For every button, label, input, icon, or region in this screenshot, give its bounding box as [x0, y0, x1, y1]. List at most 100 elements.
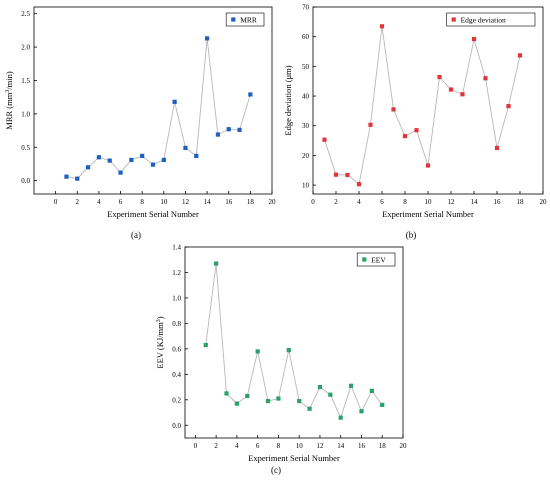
y-tick-label: 20: [302, 152, 310, 160]
data-point: [297, 398, 302, 404]
y-tick-label: 30: [302, 122, 310, 130]
data-point: [107, 158, 112, 163]
data-point: [237, 127, 242, 132]
legend-box: [356, 252, 396, 267]
data-point: [359, 409, 364, 414]
plot-frame: [184, 246, 404, 439]
data-point: [437, 74, 442, 80]
legend: Edge deviation: [446, 12, 536, 27]
y-tick-label: 50: [302, 63, 310, 71]
x-axis-label: Experiment Serial Number: [248, 453, 340, 463]
y-axis-label: MRR (mm3/min): [4, 71, 14, 130]
data-point: [517, 53, 523, 58]
data-point: [286, 348, 291, 353]
data-point: [483, 76, 488, 81]
y-tick-label: 1.5: [21, 77, 30, 85]
legend-box: [225, 12, 265, 27]
data-point: [234, 401, 240, 406]
x-tick-label: 18: [247, 198, 255, 206]
data-point: [494, 145, 500, 151]
panel-label: (b): [406, 230, 417, 240]
chart-panel-3: 0 2 4 6 8 10 12 14 16 18 20 0.0 0.2 0.4 0.6 0.8 1.0 1.2 1.…: [155, 244, 407, 476]
x-tick-label: 10: [296, 442, 304, 450]
data-point: [224, 391, 229, 396]
y-tick-label: 40: [302, 93, 310, 101]
data-point: [322, 137, 327, 142]
data-point: [85, 165, 91, 170]
series-line: [66, 38, 251, 180]
x-tick-label: 6: [380, 198, 384, 206]
x-tick-label: 6: [256, 442, 260, 450]
data-point: [203, 342, 208, 348]
x-axis-label: Experiment Serial Number: [382, 209, 474, 219]
legend-label: EEV: [371, 255, 386, 264]
legend-marker: [362, 257, 367, 262]
data-point: [333, 172, 339, 177]
x-tick-label: 2: [334, 198, 338, 206]
x-tick-label: 2: [214, 442, 218, 450]
data-point: [307, 406, 312, 411]
data-point: [368, 122, 373, 127]
series-line: [324, 26, 521, 186]
data-point: [75, 176, 80, 181]
y-tick-label: 1.0: [172, 294, 181, 302]
data-point: [129, 157, 134, 163]
data-point: [414, 128, 419, 133]
data-point: [118, 170, 123, 175]
y-tick-label: 0.0: [21, 177, 30, 185]
legend-label: Edge deviation: [461, 15, 506, 24]
data-point: [214, 261, 219, 266]
data-point: [194, 153, 199, 159]
data-point: [425, 163, 431, 168]
x-tick-label: 12: [182, 198, 190, 206]
y-tick-label: 10: [302, 182, 310, 190]
x-tick-label: 0: [311, 198, 315, 206]
y-tick-label: 1.4: [172, 244, 181, 252]
y-tick-label: 70: [302, 4, 310, 12]
plot-frame: [33, 6, 273, 195]
x-tick-label: 4: [235, 442, 239, 450]
data-point: [183, 145, 188, 151]
x-tick-label: 20: [540, 198, 548, 206]
chart-panel-2: 0 2 4 6 8 10 12 14 16 18 20 10 20 30 40 50 60 70 Experimen…: [283, 4, 547, 241]
x-tick-label: 10: [425, 198, 433, 206]
data-point: [161, 157, 166, 163]
x-tick-label: 6: [119, 198, 123, 206]
legend-marker: [231, 17, 236, 22]
y-tick-label: 0.6: [172, 345, 181, 353]
data-point: [328, 392, 333, 397]
data-point: [276, 396, 281, 401]
x-tick-label: 16: [358, 442, 366, 450]
x-axis-label: Experiment Serial Number: [107, 209, 199, 219]
data-point: [356, 182, 362, 187]
data-point: [204, 36, 210, 41]
data-point: [402, 134, 408, 139]
y-tick-label: 0.8: [172, 320, 181, 328]
y-tick-label: 0.4: [172, 371, 181, 379]
data-point: [245, 393, 250, 399]
y-tick-label: 0.5: [21, 144, 30, 152]
data-point: [215, 132, 221, 137]
legend: MRR: [225, 12, 265, 27]
data-point: [265, 398, 271, 404]
data-point: [369, 388, 374, 393]
x-tick-label: 20: [400, 442, 408, 450]
x-tick-label: 18: [517, 198, 525, 206]
x-tick-label: 18: [379, 442, 387, 450]
series-line: [205, 263, 383, 419]
x-tick-label: 16: [225, 198, 233, 206]
x-tick-label: 8: [277, 442, 281, 450]
x-tick-label: 12: [316, 442, 324, 450]
data-point: [348, 383, 354, 388]
data-point: [317, 384, 323, 390]
x-tick-label: 16: [494, 198, 502, 206]
x-tick-label: 14: [471, 198, 479, 206]
data-point: [255, 349, 260, 354]
data-point: [506, 104, 511, 109]
legend-label: MRR: [240, 15, 257, 24]
y-tick-label: 1.2: [172, 269, 181, 277]
y-tick-label: 0.0: [172, 422, 181, 430]
y-axis-label: Edge deviation (μm): [283, 65, 293, 135]
data-point: [172, 99, 177, 104]
